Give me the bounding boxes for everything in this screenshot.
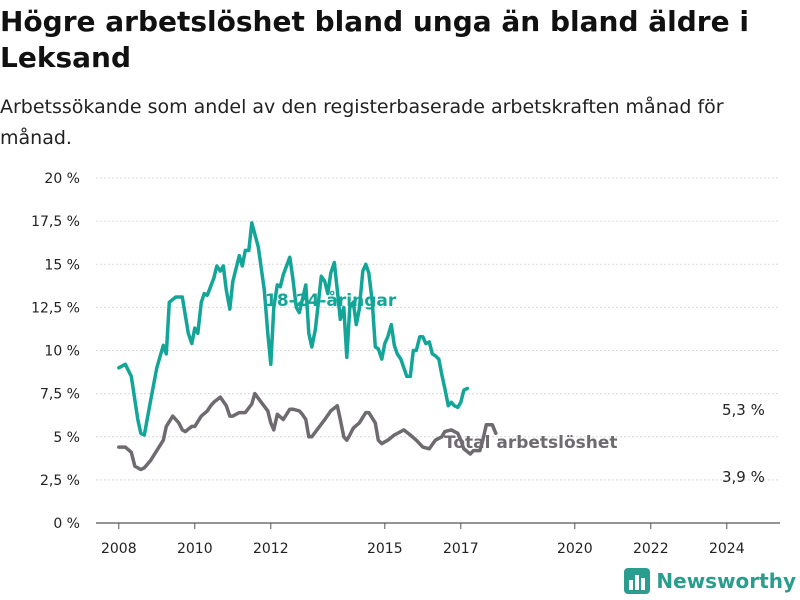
brand-name: Newsworthy [656, 569, 796, 593]
chart-subtitle: Arbetssökande som andel av den registerb… [0, 96, 724, 149]
y-tick-label: 10 % [44, 344, 80, 360]
x-tick-label: 2020 [557, 541, 593, 557]
bar-chart-logo-icon [624, 568, 651, 594]
x-tick-label: 2024 [709, 541, 745, 557]
series-line-total [117, 391, 498, 472]
y-tick-label: 0 % [53, 516, 80, 532]
end-value-total: 3,9 % [722, 468, 765, 486]
y-tick-label: 5 % [53, 430, 80, 446]
x-tick-label: 2015 [367, 541, 403, 557]
chart-title: Högre arbetslöshet bland unga än bland ä… [0, 5, 749, 74]
y-tick-label: 12,5 % [31, 300, 80, 316]
brand-logo: Newsworthy [624, 568, 796, 594]
x-tick-label: 2008 [101, 541, 137, 557]
y-tick-label: 15 % [44, 257, 80, 273]
x-tick-label: 2010 [177, 541, 213, 557]
x-tick-label: 2022 [633, 541, 669, 557]
series-label-total: Total arbetslöshet [444, 433, 618, 453]
x-tick-label: 2012 [253, 541, 289, 557]
x-tick-label: 2017 [443, 541, 479, 557]
y-tick-label: 20 % [44, 171, 80, 187]
y-tick-label: 2,5 % [40, 473, 80, 489]
y-tick-label: 17,5 % [31, 214, 80, 230]
series-line-youth [117, 221, 470, 437]
series-label-youth: 18-24-åringar [265, 289, 397, 311]
y-tick-label: 7,5 % [40, 387, 80, 403]
end-value-youth: 5,3 % [722, 401, 765, 419]
